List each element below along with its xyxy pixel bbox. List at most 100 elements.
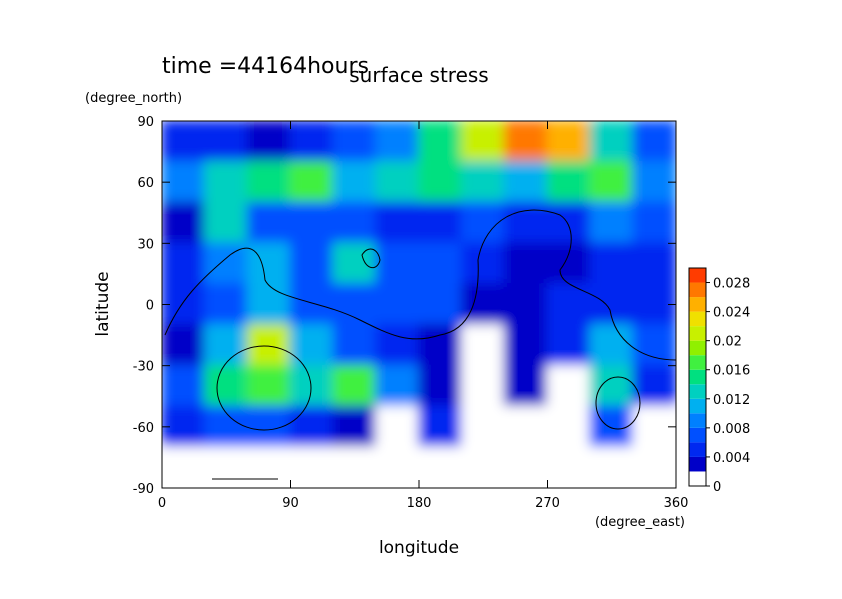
- cell: [375, 283, 420, 326]
- cell: [546, 160, 592, 204]
- cell: [589, 160, 635, 204]
- colorbar-tick-label: 0.024: [713, 306, 750, 321]
- cell: [632, 364, 676, 408]
- cell: [375, 405, 420, 449]
- colorbar-tick-label: 0.02: [713, 335, 742, 350]
- cell: [418, 405, 463, 449]
- colorbar-swatch: [689, 471, 706, 486]
- x-tick-label: 360: [664, 496, 689, 511]
- cell: [203, 242, 249, 286]
- cell: [332, 283, 378, 326]
- cell: [246, 160, 292, 204]
- cell: [632, 121, 676, 163]
- cell: [203, 201, 249, 245]
- cell: [546, 405, 592, 449]
- cell: [203, 405, 249, 449]
- cell: [246, 405, 292, 449]
- cell: [418, 121, 463, 163]
- cell: [162, 323, 206, 367]
- cell: [246, 121, 292, 163]
- colorbar-swatch: [689, 427, 706, 443]
- colorbar-swatch: [689, 282, 706, 298]
- colorbar-swatch: [689, 442, 706, 457]
- cell: [418, 323, 463, 367]
- cell: [203, 323, 249, 367]
- cell: [546, 121, 592, 163]
- cell: [503, 446, 549, 488]
- cell: [246, 283, 292, 326]
- cell: [460, 283, 506, 326]
- cell: [203, 446, 249, 488]
- x-tick-label: 0: [158, 496, 166, 511]
- colorbar-swatch: [689, 384, 706, 399]
- cell: [375, 242, 420, 286]
- y-tick-label: -90: [133, 482, 154, 497]
- cell: [332, 323, 378, 367]
- cell: [203, 160, 249, 204]
- cell: [162, 446, 206, 488]
- cell: [460, 121, 506, 163]
- cell: [418, 446, 463, 488]
- cell: [375, 160, 420, 204]
- cell: [246, 323, 292, 367]
- cell: [332, 364, 378, 408]
- cell: [460, 405, 506, 449]
- cell: [503, 323, 549, 367]
- cell: [289, 323, 335, 367]
- cell: [332, 201, 378, 245]
- y-label: latitude: [93, 271, 113, 336]
- colorbar-swatch: [689, 355, 706, 370]
- coastlines: [164, 209, 676, 431]
- colorbar-frame: [688, 267, 707, 487]
- cell: [375, 446, 420, 488]
- cell: [546, 446, 592, 488]
- cell: [246, 364, 292, 408]
- y-unit: (degree_north): [85, 91, 182, 106]
- cell: [375, 364, 420, 408]
- colorbar-tick-label: 0.016: [713, 364, 750, 379]
- colorbar-swatch: [689, 340, 706, 356]
- cell: [632, 446, 676, 488]
- cell: [332, 121, 378, 163]
- cell: [162, 201, 206, 245]
- y-tick-label: -30: [133, 360, 154, 375]
- cell: [460, 323, 506, 367]
- cell: [289, 201, 335, 245]
- cell: [546, 201, 592, 245]
- colorbar-swatch: [689, 311, 706, 327]
- cell: [418, 201, 463, 245]
- cell: [203, 364, 249, 408]
- cells: [162, 121, 676, 488]
- x-tick-label: 180: [407, 496, 432, 511]
- cell: [589, 201, 635, 245]
- cell: [632, 201, 676, 245]
- cell: [289, 364, 335, 408]
- x-unit: (degree_east): [595, 515, 685, 530]
- cell: [332, 446, 378, 488]
- cell: [375, 201, 420, 245]
- cell: [203, 283, 249, 326]
- cell: [289, 283, 335, 326]
- x-tick-label: 90: [282, 496, 299, 511]
- cell: [503, 201, 549, 245]
- colorbar-swatch: [689, 297, 706, 312]
- cell: [246, 242, 292, 286]
- x-tick-label: 270: [535, 496, 560, 511]
- cell: [503, 242, 549, 286]
- cell: [162, 242, 206, 286]
- y-tick-label: 0: [146, 299, 154, 314]
- colorbar-swatch: [689, 369, 706, 385]
- cell: [632, 242, 676, 286]
- colorbar: [689, 268, 706, 486]
- x-label: longitude: [379, 538, 459, 558]
- cell: [503, 121, 549, 163]
- colorbar-swatch: [689, 268, 706, 283]
- cell: [375, 121, 420, 163]
- y-tick-label: 90: [137, 115, 154, 130]
- y-tick-label: -60: [133, 421, 154, 436]
- cell: [546, 283, 592, 326]
- subtitle: time =44164hours: [162, 54, 369, 79]
- cell: [289, 446, 335, 488]
- colorbar-tick-label: 0: [713, 480, 721, 495]
